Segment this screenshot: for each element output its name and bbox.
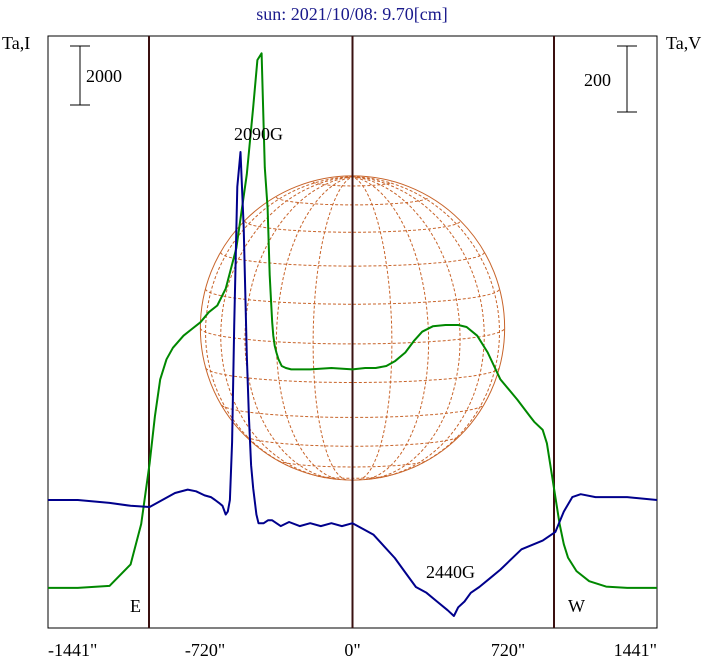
x-tick-label: 720"	[491, 640, 525, 660]
x-tick-label: -720"	[185, 640, 225, 660]
reference-lines	[148, 36, 555, 628]
longitude-line	[352, 176, 461, 480]
west-label: W	[568, 596, 585, 616]
right-axis-label: Ta,V	[666, 33, 701, 53]
right-scale-label: 200	[584, 70, 611, 90]
annotation-2090g: 2090G	[234, 124, 283, 144]
annotations: 2090G 2440G E W	[130, 124, 585, 616]
longitude-line	[352, 176, 485, 479]
stokes-i-line	[48, 52, 657, 589]
right-scale-bar: 200	[584, 45, 637, 113]
longitude-line	[244, 176, 353, 480]
left-axis-label: Ta,I	[2, 33, 30, 53]
longitude-line	[275, 176, 353, 481]
series-group	[48, 52, 658, 617]
chart-title: sun: 2021/10/08: 9.70[cm]	[256, 4, 448, 24]
longitude-line	[204, 176, 353, 469]
longitude-line	[352, 176, 393, 481]
left-scale-label: 2000	[86, 66, 122, 86]
x-tick-label: 1441"	[614, 640, 657, 660]
x-axis-ticks: -1441" -720" 0" 720" 1441"	[48, 640, 657, 660]
stokes-v-line	[48, 151, 658, 617]
longitude-line	[312, 176, 353, 481]
longitude-line	[352, 176, 430, 481]
x-tick-label: 0"	[344, 640, 360, 660]
longitude-line	[220, 176, 353, 479]
x-tick-label: -1441"	[48, 640, 97, 660]
latitude-line	[244, 220, 461, 233]
longitude-line	[352, 176, 501, 469]
left-scale-bar: 2000	[70, 45, 122, 106]
east-label: E	[130, 596, 141, 616]
annotation-2440g: 2440G	[426, 562, 475, 582]
